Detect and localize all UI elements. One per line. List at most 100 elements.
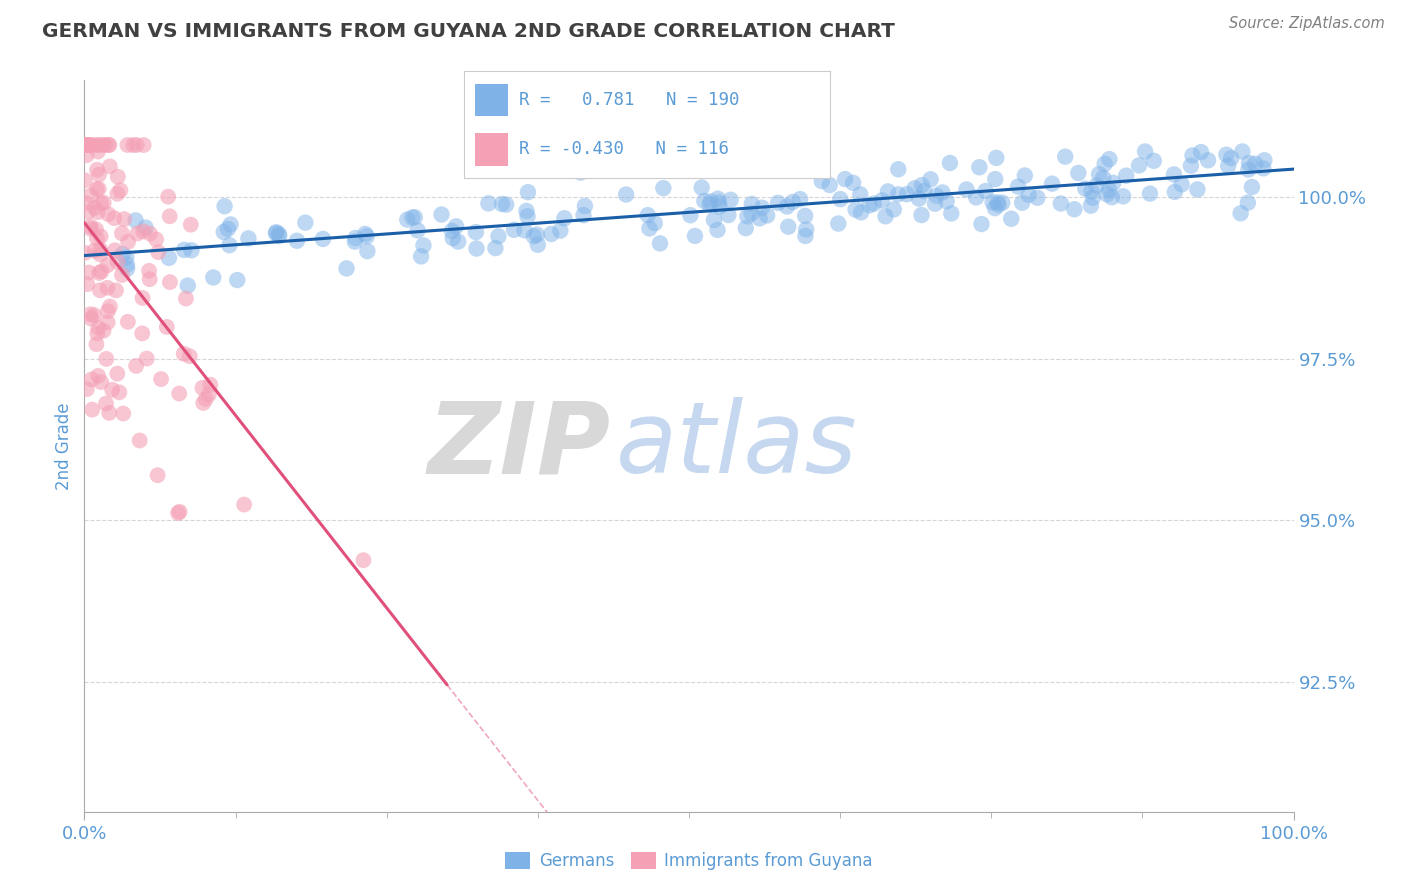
Point [515,203,537,218]
Point [75,138,97,153]
Point [115,250,138,264]
Legend: Germans, Immigrants from Guyana: Germans, Immigrants from Guyana [499,845,879,877]
Point [117,315,139,329]
Point [690,180,713,194]
Point [86,337,108,351]
Point [1067,166,1090,180]
Point [703,213,725,227]
Point [734,221,756,235]
Point [1112,189,1135,203]
Point [238,231,260,245]
Point [83,244,105,258]
Point [264,225,287,239]
Point [145,232,167,246]
Point [111,268,134,282]
Point [811,174,834,188]
Point [1080,185,1102,199]
Point [93,324,115,338]
Bar [475,134,508,166]
Point [756,209,779,223]
Point [1232,145,1254,159]
Point [1094,157,1116,171]
Point [86,162,108,177]
Point [112,407,135,421]
Point [1018,187,1040,202]
Point [955,182,977,196]
Point [849,187,872,202]
Point [741,197,763,211]
Point [356,244,378,259]
Point [706,223,728,237]
Point [80,311,103,326]
Point [179,349,201,363]
Point [441,231,464,245]
Point [82,402,104,417]
Point [447,235,470,249]
Point [202,270,225,285]
Point [122,138,145,153]
Point [396,212,419,227]
Point [870,194,893,208]
Point [412,238,434,252]
Point [751,201,773,215]
Point [970,217,993,231]
Point [778,219,800,234]
Point [644,216,666,230]
Point [173,347,195,361]
Point [97,304,120,318]
Point [127,227,149,241]
Point [638,221,661,235]
Point [887,162,910,177]
Point [709,200,731,214]
Point [97,207,120,221]
Point [986,151,1008,165]
Point [226,273,249,287]
Point [90,375,112,389]
Point [90,229,112,244]
Point [648,236,671,251]
Point [1139,186,1161,201]
Point [335,261,357,276]
Point [1181,148,1204,162]
Point [193,396,215,410]
Point [76,138,98,153]
Point [111,227,134,241]
Bar [475,84,508,116]
Point [76,138,98,153]
Point [89,283,111,297]
Point [80,221,103,235]
Point [1098,152,1121,166]
Point [86,326,108,341]
Point [904,181,927,195]
Point [1180,159,1202,173]
Point [77,265,100,279]
Point [98,300,121,314]
Point [96,351,118,366]
Point [84,222,107,236]
Point [679,208,702,222]
Point [1098,183,1121,197]
Point [110,183,132,197]
Point [131,326,153,341]
Point [717,208,740,222]
Point [1014,169,1036,183]
Text: Source: ZipAtlas.com: Source: ZipAtlas.com [1229,16,1385,31]
Point [157,251,180,265]
Point [652,181,675,195]
Point [105,367,128,381]
Point [910,208,932,222]
Point [965,190,987,204]
Point [1026,191,1049,205]
Point [464,225,486,239]
Point [198,387,221,401]
Point [125,359,148,373]
Point [101,383,124,397]
Point [1197,153,1219,168]
Point [159,275,181,289]
Point [173,243,195,257]
Point [87,145,110,159]
Point [1054,150,1077,164]
Point [87,138,110,153]
Point [93,195,115,210]
Point [984,172,1007,186]
